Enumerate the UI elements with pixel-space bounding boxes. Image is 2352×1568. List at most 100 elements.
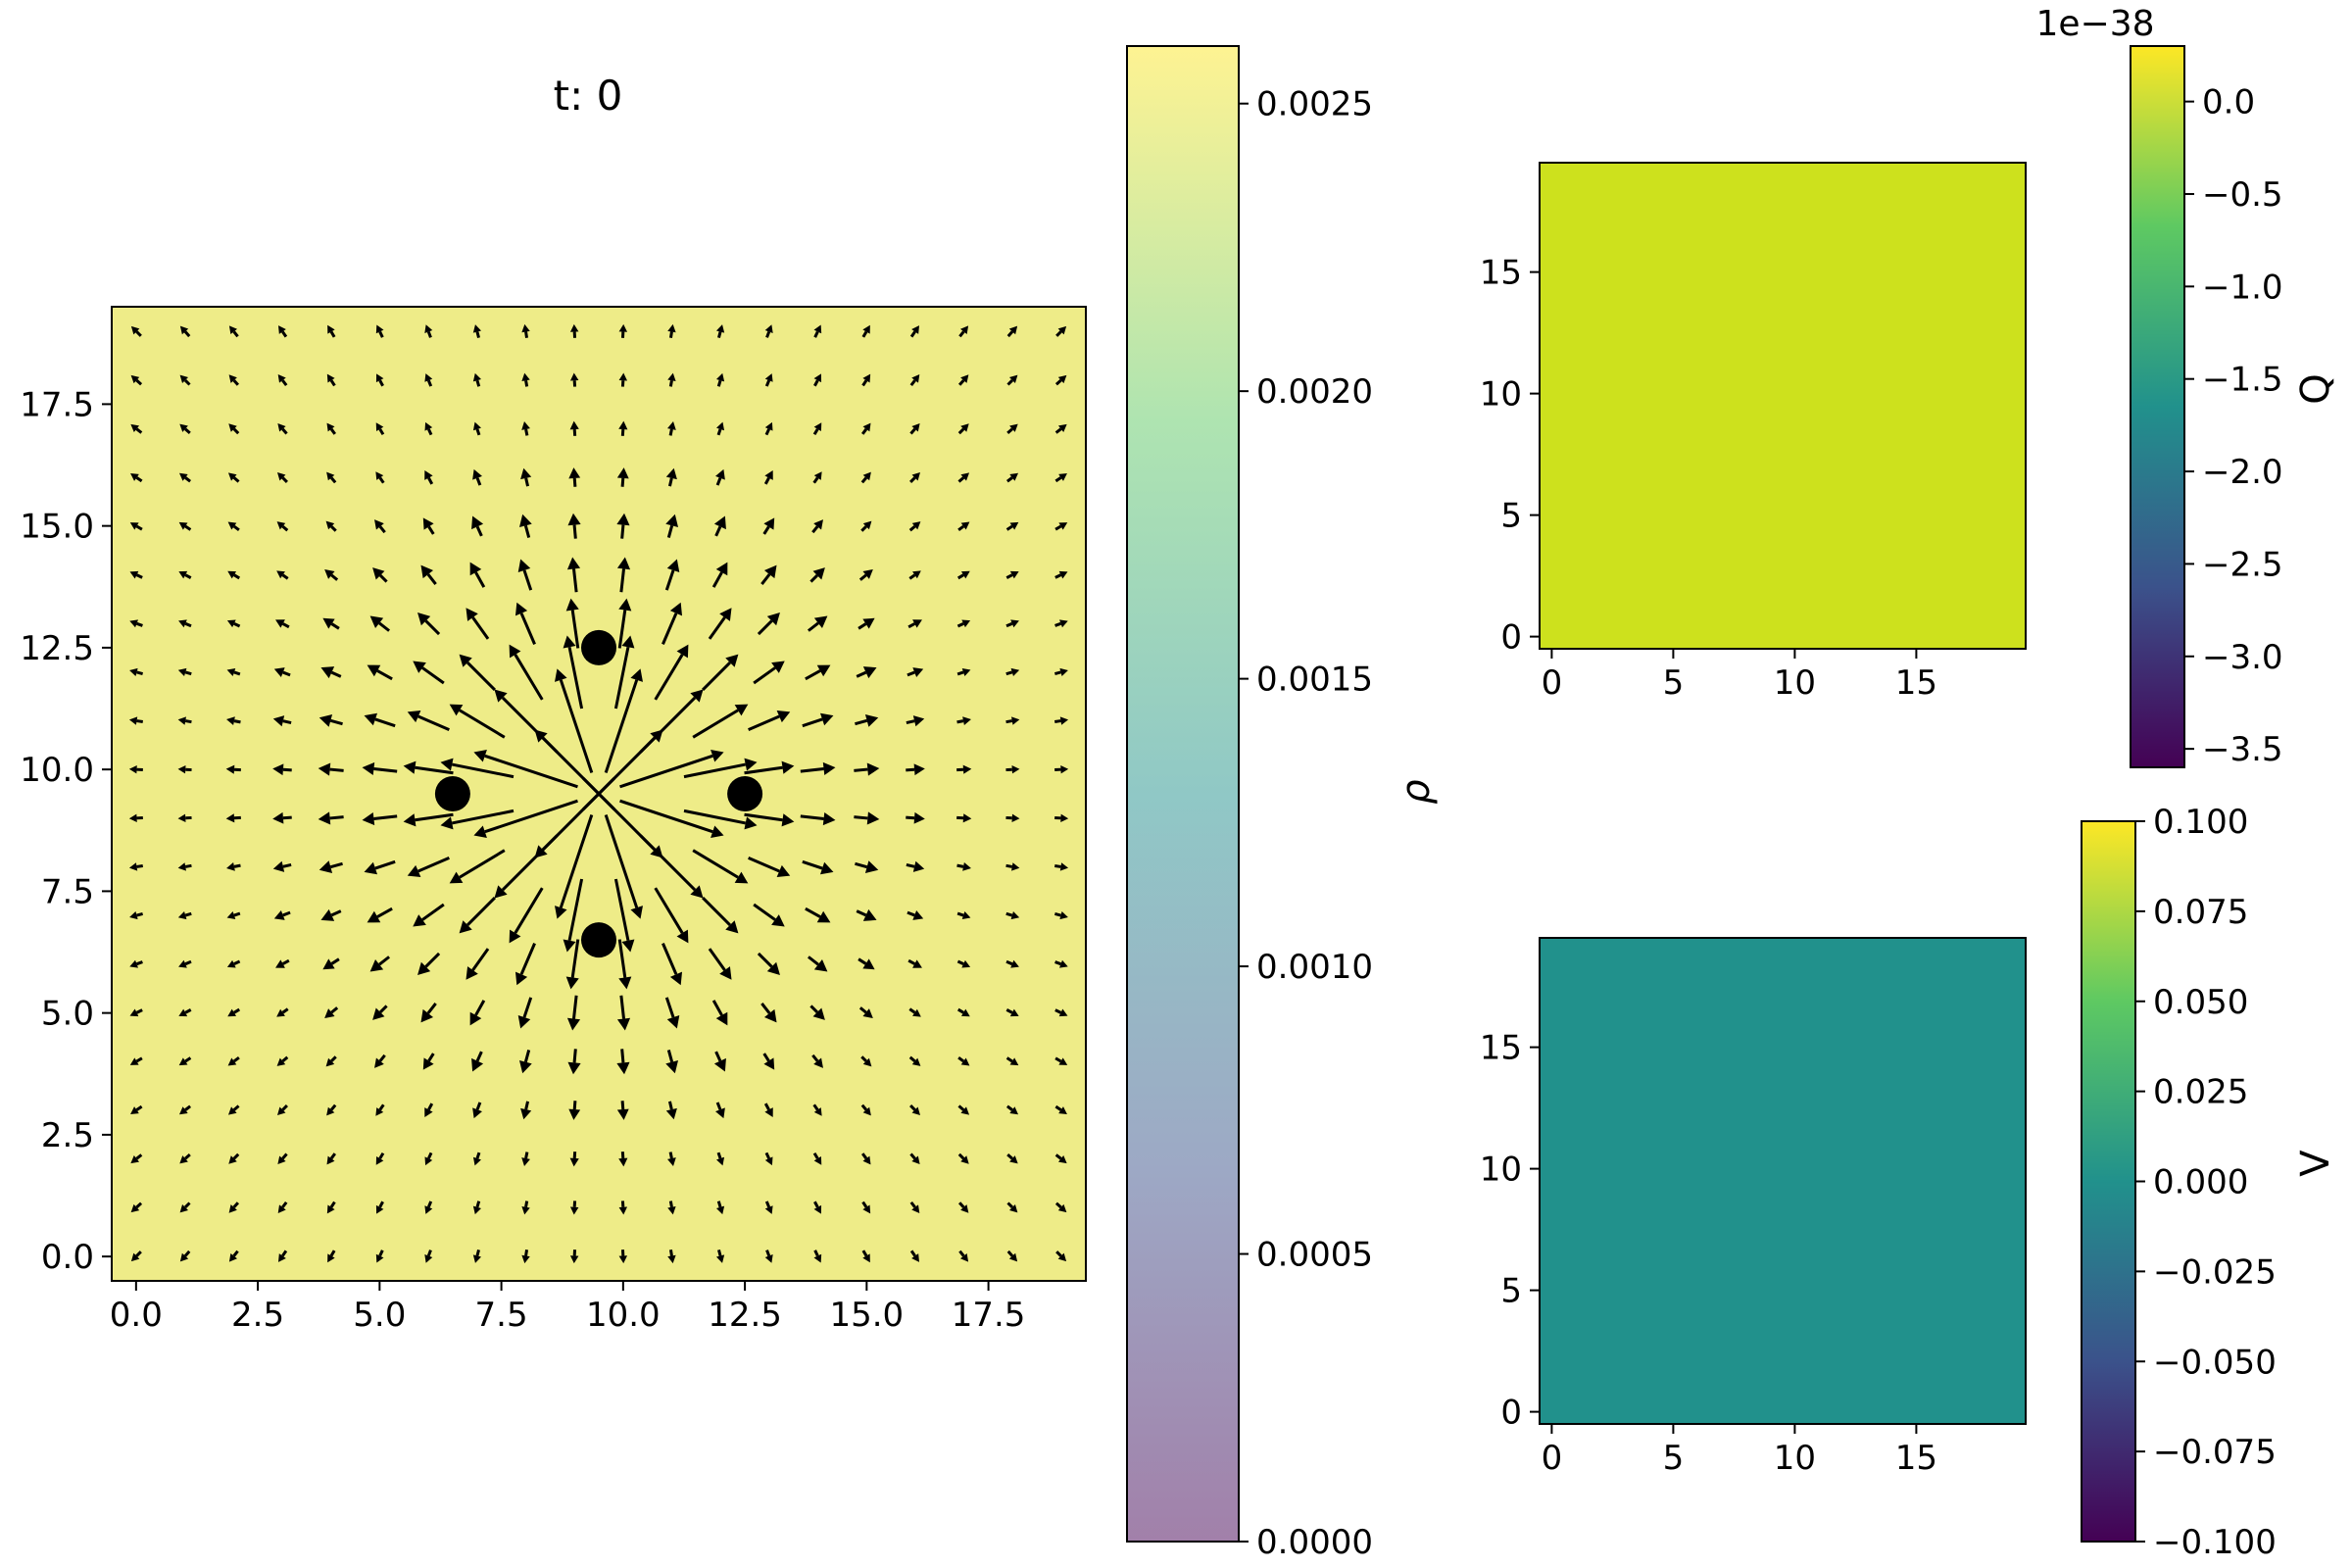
quiver-arrow <box>475 428 481 436</box>
quiver-arrow <box>281 958 290 965</box>
quiver-arrow <box>136 670 144 675</box>
quiver-arrowhead <box>911 1155 920 1165</box>
quiver-arrow <box>716 1152 722 1159</box>
quiver-arrowhead <box>375 1107 384 1116</box>
quiver-arrow <box>668 379 673 387</box>
quiver-arrowhead <box>178 1057 188 1066</box>
quiver-arrowhead <box>129 910 138 920</box>
quiver-arrow <box>135 378 143 386</box>
quiver-arrow <box>524 331 529 338</box>
quiver-arrow <box>908 524 916 532</box>
quiver-arrow <box>282 719 292 725</box>
rho-colorbar-frame <box>1126 45 1240 1543</box>
quiver-arrow <box>376 669 393 681</box>
quiver-arrow <box>233 959 241 966</box>
quiver-arrow <box>1005 524 1013 531</box>
quiver-arrowhead <box>569 1255 579 1264</box>
quiver-arrow <box>858 622 867 630</box>
quiver-arrowhead <box>1057 1203 1067 1213</box>
quiver-arrow <box>329 1152 336 1160</box>
quiver-arrow <box>427 476 434 485</box>
quiver-arrowhead <box>1057 1252 1067 1262</box>
quiver-arrowhead <box>816 664 831 677</box>
quiver-arrow <box>572 524 577 539</box>
quiver-arrowhead <box>1059 716 1069 725</box>
quiver-arrow <box>692 849 739 879</box>
quiver-arrowhead <box>277 325 286 334</box>
quiver-arrowhead <box>665 1107 677 1120</box>
quiver-arrow <box>373 814 398 820</box>
particle-marker <box>727 776 763 811</box>
quiver-arrow <box>559 814 594 908</box>
quiver-arrow <box>812 476 819 484</box>
potential-colorbar-gradient <box>2082 821 2135 1542</box>
quiver-arrowhead <box>960 374 969 383</box>
quiver-arrow <box>956 621 964 628</box>
quiver-arrowhead <box>440 758 454 771</box>
quiver-arrow <box>281 1055 289 1063</box>
y-tick-label: 15 <box>1480 254 1522 293</box>
quiver-arrow <box>708 616 726 640</box>
quiver-arrow <box>184 863 192 868</box>
quiver-arrowhead <box>1060 764 1069 774</box>
quiver-arrowhead <box>424 1107 433 1117</box>
quiver-arrow <box>378 1152 385 1159</box>
colorbar-tick-label: 0.0005 <box>1256 1236 1373 1275</box>
quiver-arrowhead <box>1059 959 1068 968</box>
quiver-arrowhead <box>912 667 924 677</box>
quiver-arrowhead <box>521 1254 530 1264</box>
quiver-arrowhead <box>277 373 286 383</box>
quiver-arrowhead <box>276 521 286 530</box>
colorbar-tick-label: −3.5 <box>2202 730 2283 769</box>
quiver-arrowhead <box>911 325 920 334</box>
quiver-arrow <box>1005 621 1013 628</box>
quiver-arrow <box>956 959 964 966</box>
quiver-arrow <box>475 1051 483 1062</box>
quiver-arrow <box>426 379 433 387</box>
quiver-arrowhead <box>669 602 683 616</box>
quiver-arrowhead <box>1059 667 1068 677</box>
quiver-arrow <box>424 619 441 636</box>
quiver-arrowhead <box>962 716 971 725</box>
quiver-arrow <box>183 1201 191 1209</box>
quiver-arrowhead <box>130 374 140 384</box>
quiver-arrow <box>373 767 398 773</box>
quiver-arrow <box>958 330 965 338</box>
quiver-arrowhead <box>713 1057 726 1072</box>
quiver-arrow <box>1006 427 1013 435</box>
quiver-arrowhead <box>521 323 530 333</box>
quiver-arrow <box>662 612 678 645</box>
quiver-arrowhead <box>1008 374 1018 384</box>
quiver-arrowhead <box>1058 472 1067 481</box>
quiver-arrow <box>281 1152 288 1160</box>
quiver-arrow <box>639 696 697 754</box>
quiver-arrowhead <box>567 513 581 526</box>
quiver-arrow <box>451 762 514 779</box>
quiver-arrowhead <box>227 1057 237 1066</box>
quiver-arrowhead <box>320 908 335 921</box>
quiver-arrow <box>567 878 584 942</box>
quiver-arrow <box>281 1250 288 1257</box>
quiver-arrow <box>668 1152 673 1159</box>
quiver-arrow <box>184 476 192 483</box>
quiver-arrowhead <box>819 861 834 875</box>
quiver-arrowhead <box>227 1008 237 1017</box>
quiver-arrow <box>957 1201 965 1208</box>
quiver-arrowhead <box>179 1252 189 1262</box>
quiver-arrow <box>474 1000 486 1016</box>
quiver-arrow <box>813 1200 819 1208</box>
quiver-arrow <box>329 815 344 820</box>
quiver-arrow <box>183 378 191 386</box>
quiver-arrowhead <box>178 521 188 530</box>
quiver-arrowhead <box>272 763 284 776</box>
quiver-arrow <box>800 814 824 820</box>
quiver-arrowhead <box>960 521 970 530</box>
quiver-arrow <box>908 573 916 580</box>
y-axis: 0.0 2.5 5.0 7.5 10.0 12.5 15.0 17.5 <box>20 385 112 1277</box>
quiver-arrow <box>475 1200 481 1208</box>
quiver-arrow <box>281 622 290 629</box>
quiver-arrow <box>135 427 143 434</box>
quiver-arrow <box>757 619 773 636</box>
quiver-arrow <box>233 621 241 628</box>
quiver-arrowhead <box>1010 619 1019 628</box>
